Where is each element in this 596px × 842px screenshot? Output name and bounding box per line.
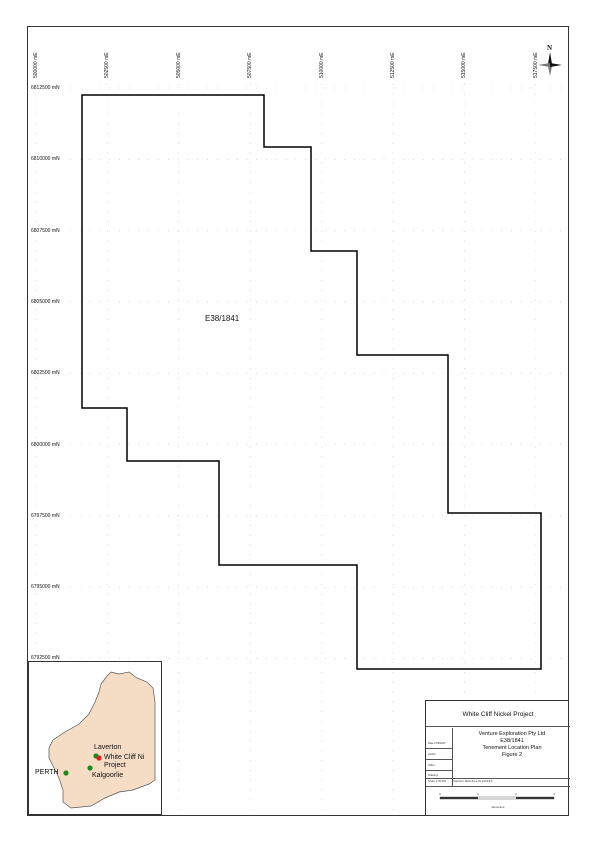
plan-details: Venture Exploration Pty Ltd E38/1841 Ten…: [454, 731, 570, 759]
northing-tick-label: 6797500 mN: [31, 512, 60, 519]
projection-field: Projection: MGA Zone 51 (GDA 94): [452, 780, 493, 783]
perth-marker: [63, 770, 69, 776]
tenement-number: E38/1841: [500, 738, 524, 744]
divider: [426, 726, 570, 727]
map-frame: [27, 26, 569, 816]
northing-tick-label: 6795000 mN: [31, 584, 60, 591]
northing-tick-label: 6807500 mN: [31, 227, 60, 234]
scale-tick-label: 0: [439, 792, 441, 796]
scale-field: Scale: 1:25 000: [428, 780, 447, 783]
divider: [452, 728, 453, 786]
scale-tick-label: 3: [553, 792, 555, 796]
kalgoorlie-marker: [87, 765, 93, 771]
office-field: Office:: [428, 764, 436, 767]
town-label-perth: PERTH: [35, 769, 59, 776]
easting-tick-label: 505000 mE: [175, 52, 182, 78]
scale-unit: kilometres: [491, 805, 505, 809]
location-inset-map: Laverton White Cliff Ni Project Kalgoorl…: [28, 661, 162, 815]
tenement-label: E38/1841: [205, 314, 240, 323]
company-name: Venture Exploration Pty Ltd: [478, 731, 546, 737]
northing-tick-label: 6792500 mN: [31, 655, 60, 662]
northing-tick-label: 6805000 mN: [31, 298, 60, 305]
title-block: White Cliff Nickel Project Venture Explo…: [425, 700, 570, 816]
divider: [426, 778, 570, 779]
drawing-field: Drawing:: [428, 774, 439, 777]
easting-tick-label: 502500 mE: [104, 52, 111, 78]
town-label-kalgoorlie: Kalgoorlie: [92, 772, 124, 779]
easting-tick-label: 510000 mE: [318, 52, 325, 78]
scale-bar: 0 1 2 3: [439, 792, 555, 800]
western-australia-outline: [48, 671, 156, 809]
north-label: N: [547, 44, 553, 52]
scale-tick-label: 2: [515, 792, 517, 796]
plan-name: Tenement Location Plan: [482, 745, 542, 751]
northing-tick-label: 6812500 mN: [31, 85, 60, 91]
project-title: White Cliff Nickel Project: [462, 711, 534, 718]
easting-tick-label: 515000 mE: [461, 52, 468, 78]
project-marker: [96, 755, 102, 761]
northing-tick-label: 6800000 mN: [31, 441, 60, 448]
divider: [426, 786, 570, 787]
divider: [426, 759, 452, 760]
compass-icon: [538, 52, 562, 76]
divider: [426, 748, 452, 749]
town-label-laverton: Laverton: [94, 744, 122, 751]
northing-tick-label: 6810000 mN: [31, 156, 60, 163]
easting-tick-label: 512500 mE: [390, 52, 396, 78]
easting-tick-label: 507500 mE: [247, 52, 254, 78]
divider: [426, 770, 452, 771]
date-field: Date 27/8/2007: [428, 742, 446, 745]
northing-tick-label: 6802500 mN: [31, 370, 60, 377]
easting-tick-label: 500000 mE: [33, 52, 39, 78]
tenement-boundary[interactable]: [81, 94, 542, 670]
town-label-project: White Cliff Ni Project: [104, 754, 145, 769]
scale-tick-label: 1: [477, 792, 479, 796]
figure-number: Figure 2: [501, 752, 523, 758]
north-arrow: N: [538, 44, 562, 76]
author-field: Author:: [428, 753, 437, 756]
